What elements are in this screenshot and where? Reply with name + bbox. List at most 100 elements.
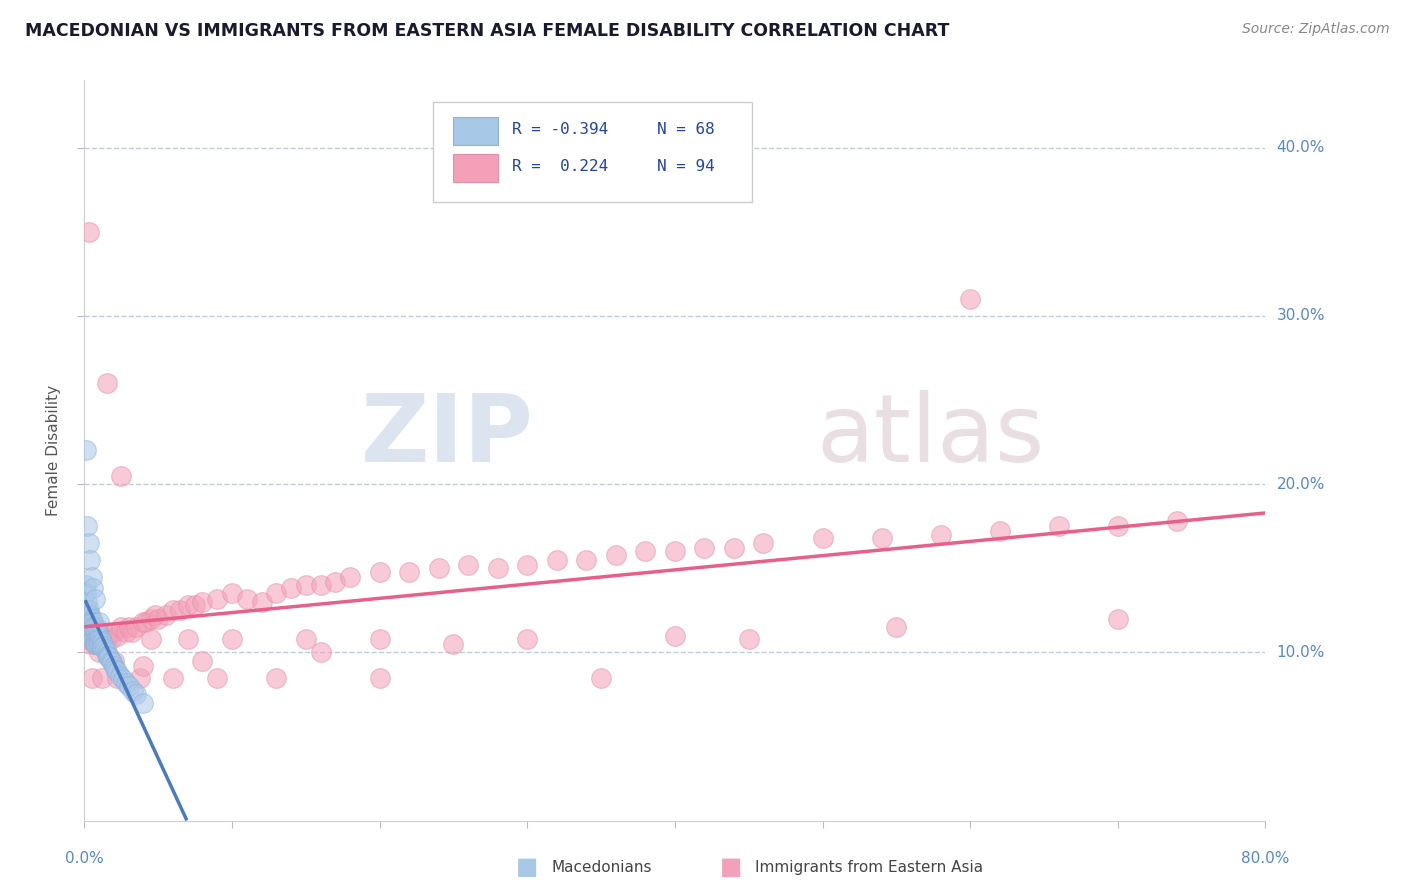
Point xyxy=(155,608,177,623)
Point xyxy=(309,645,332,659)
Point xyxy=(236,591,259,606)
Text: N = 68: N = 68 xyxy=(657,122,714,137)
Point xyxy=(309,578,332,592)
Point xyxy=(91,635,114,649)
Point xyxy=(75,612,97,626)
Point xyxy=(84,632,107,646)
Point xyxy=(664,544,686,558)
Point xyxy=(80,671,103,685)
Point xyxy=(125,620,148,634)
Point xyxy=(93,632,115,646)
Point xyxy=(83,625,105,640)
Point xyxy=(266,586,288,600)
Point xyxy=(143,608,166,623)
Point xyxy=(207,671,229,685)
Point xyxy=(87,615,111,629)
Point xyxy=(77,603,100,617)
Point xyxy=(280,582,302,596)
Point xyxy=(77,225,100,239)
Point xyxy=(738,632,761,646)
Text: ■: ■ xyxy=(516,855,538,879)
Point xyxy=(122,684,145,698)
Point xyxy=(162,671,184,685)
Y-axis label: Female Disability: Female Disability xyxy=(46,384,62,516)
FancyBboxPatch shape xyxy=(433,103,752,202)
Point xyxy=(121,625,143,640)
Point xyxy=(77,536,100,550)
Point xyxy=(100,654,122,668)
Point xyxy=(811,531,834,545)
Point xyxy=(94,642,117,657)
Text: atlas: atlas xyxy=(817,390,1045,482)
Point xyxy=(368,565,391,579)
Point xyxy=(105,628,128,642)
Point xyxy=(80,628,103,642)
FancyBboxPatch shape xyxy=(453,117,498,145)
Point xyxy=(139,612,162,626)
Point xyxy=(83,620,105,634)
Point xyxy=(103,654,125,668)
Point xyxy=(75,443,97,458)
Point xyxy=(295,578,318,592)
Point xyxy=(77,625,100,640)
Point xyxy=(546,553,568,567)
Text: Source: ZipAtlas.com: Source: ZipAtlas.com xyxy=(1241,22,1389,37)
Point xyxy=(118,620,141,634)
Point xyxy=(125,688,148,702)
Point xyxy=(870,531,893,545)
Text: MACEDONIAN VS IMMIGRANTS FROM EASTERN ASIA FEMALE DISABILITY CORRELATION CHART: MACEDONIAN VS IMMIGRANTS FROM EASTERN AS… xyxy=(25,22,949,40)
Point xyxy=(84,620,107,634)
Point xyxy=(162,603,184,617)
Point xyxy=(86,632,108,646)
Point xyxy=(132,615,155,629)
Point xyxy=(135,615,157,629)
Point xyxy=(80,615,103,629)
Point xyxy=(82,582,104,596)
Text: 20.0%: 20.0% xyxy=(1277,476,1324,491)
Point xyxy=(87,637,111,651)
Point xyxy=(83,591,105,606)
Point xyxy=(177,632,200,646)
Point xyxy=(80,632,103,646)
Text: Macedonians: Macedonians xyxy=(551,860,651,874)
Point xyxy=(77,620,100,634)
Point xyxy=(80,625,103,640)
Point xyxy=(77,608,100,623)
Point xyxy=(118,679,141,693)
Point xyxy=(90,632,112,646)
Point xyxy=(988,524,1011,539)
Point xyxy=(103,658,125,673)
Point xyxy=(110,620,132,634)
Text: N = 94: N = 94 xyxy=(657,160,714,175)
Point xyxy=(929,527,952,541)
Point xyxy=(191,654,214,668)
Point xyxy=(516,558,538,572)
Point xyxy=(169,603,191,617)
Point xyxy=(86,637,108,651)
Point xyxy=(114,625,136,640)
Point xyxy=(723,541,745,555)
Point xyxy=(105,664,128,678)
Point xyxy=(82,625,104,640)
Point xyxy=(693,541,716,555)
Point xyxy=(575,553,598,567)
Point xyxy=(93,639,115,653)
Point xyxy=(104,662,127,676)
Text: R =  0.224: R = 0.224 xyxy=(512,160,609,175)
Point xyxy=(76,620,98,634)
Point xyxy=(96,648,118,663)
Point xyxy=(1166,514,1188,528)
Text: R = -0.394: R = -0.394 xyxy=(512,122,609,137)
Point xyxy=(80,620,103,634)
Point xyxy=(97,628,120,642)
Point xyxy=(959,292,981,306)
Point xyxy=(86,625,108,640)
Point xyxy=(82,632,104,646)
Point xyxy=(111,673,134,687)
Point xyxy=(91,628,114,642)
Point xyxy=(82,615,104,629)
Point xyxy=(79,608,101,623)
Text: 0.0%: 0.0% xyxy=(65,851,104,866)
Point xyxy=(148,612,170,626)
Point xyxy=(427,561,450,575)
